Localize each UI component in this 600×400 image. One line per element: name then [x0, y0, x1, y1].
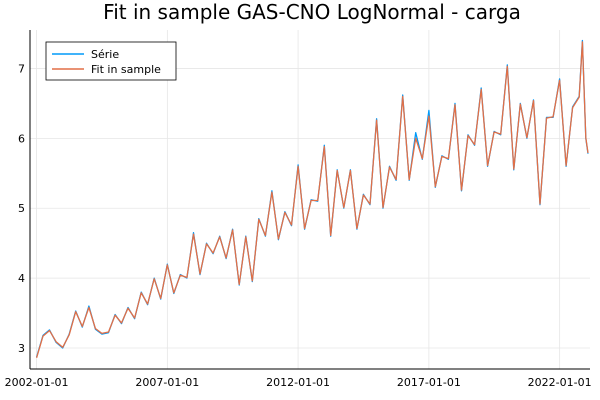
y-tick-label: 4: [18, 272, 25, 285]
legend: Série Fit in sample: [45, 41, 177, 81]
legend-box: [45, 41, 177, 81]
chart-title: Fit in sample GAS-CNO LogNormal - carga: [103, 0, 521, 24]
x-tick-label: 2012-01-01: [266, 376, 330, 389]
x-tick-label: 2017-01-01: [397, 376, 461, 389]
axes: [29, 30, 590, 370]
tick-labels: 3 4 5 6 7 2002-01-01 2007-01-01 2012-01-01 2017-…: [5, 62, 592, 389]
x-tick-label: 2002-01-01: [5, 376, 69, 389]
y-tick-label: 6: [18, 132, 25, 145]
y-tick-label: 5: [18, 202, 25, 215]
x-tick-label: 2022-01-01: [528, 376, 592, 389]
y-tick-label: 3: [18, 342, 25, 355]
x-tick-label: 2007-01-01: [135, 376, 199, 389]
legend-label-serie: Série: [91, 48, 119, 61]
series-layer: [35, 39, 589, 358]
y-tick-label: 7: [18, 62, 25, 75]
legend-label-fit: Fit in sample: [91, 63, 161, 76]
series-line-fit: [35, 41, 589, 358]
